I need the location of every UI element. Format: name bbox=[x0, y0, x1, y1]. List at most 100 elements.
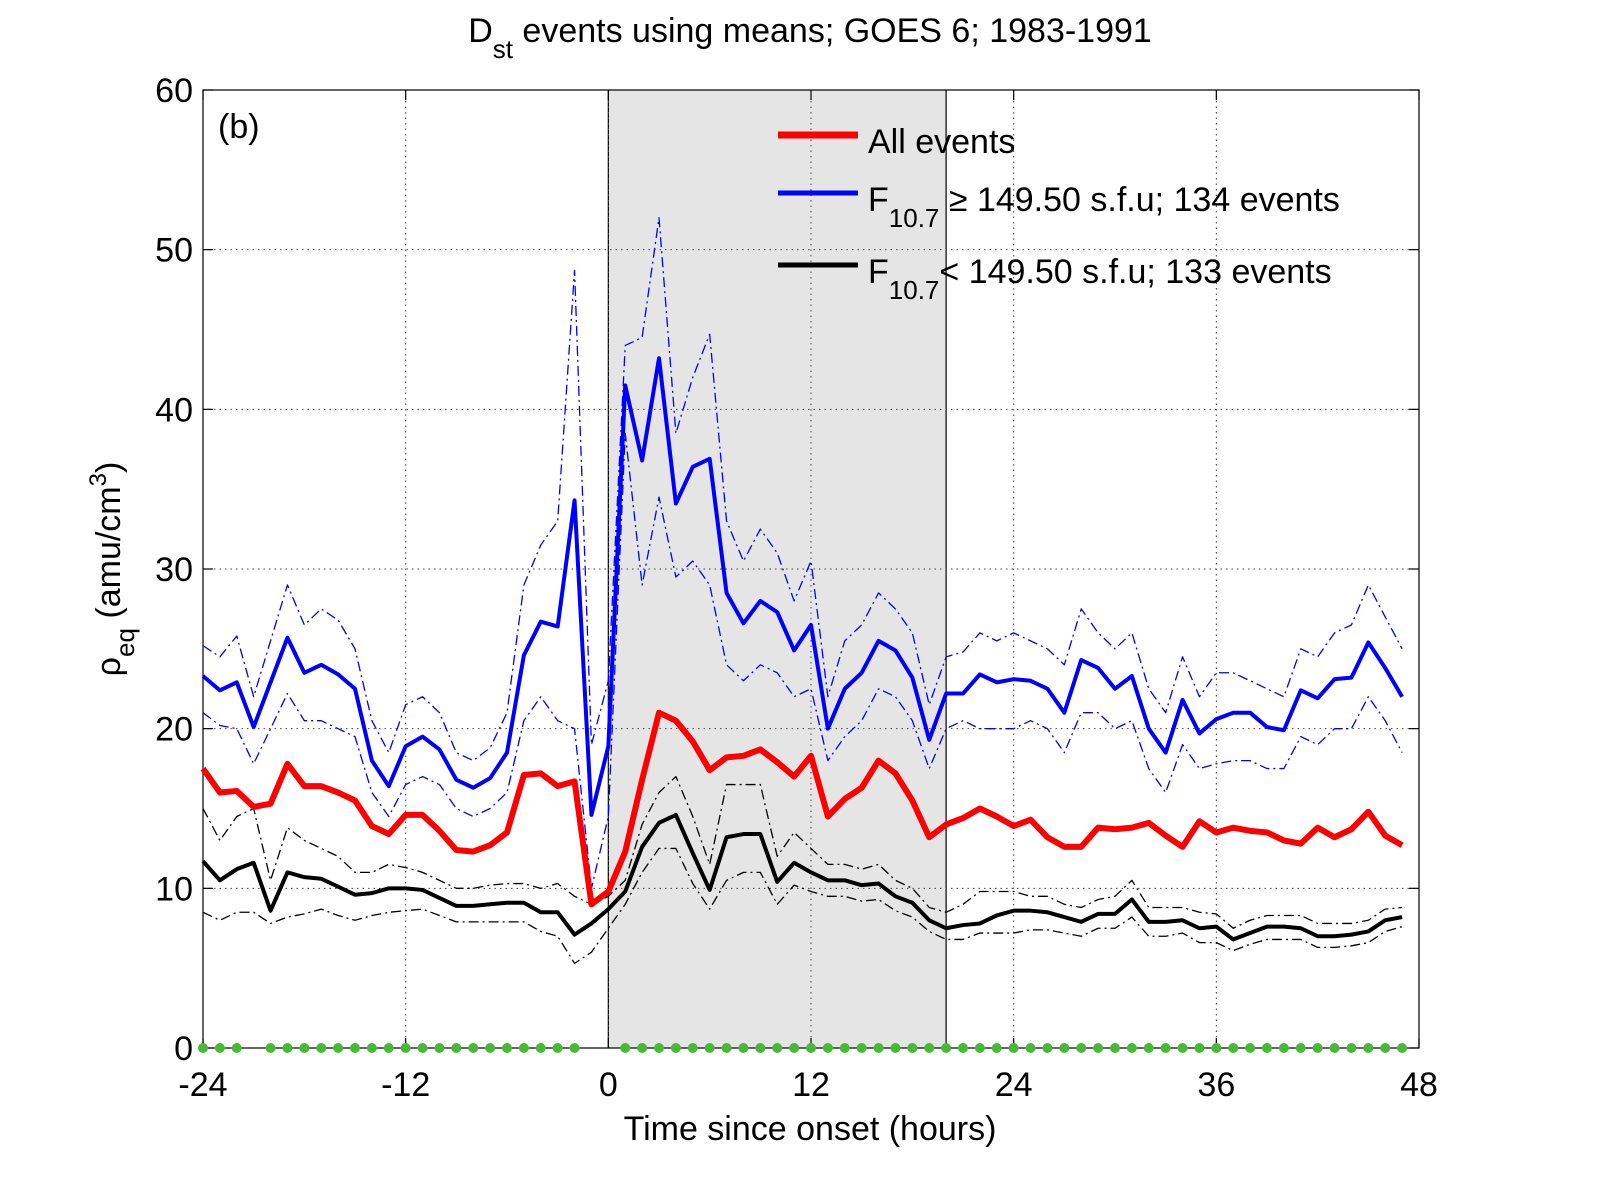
legend-name: F bbox=[868, 181, 889, 219]
marker bbox=[552, 1043, 563, 1053]
marker bbox=[687, 1043, 698, 1053]
y-tick-label: 30 bbox=[155, 551, 193, 589]
legend-name-sub: 10.7 bbox=[889, 275, 940, 305]
marker bbox=[485, 1043, 496, 1053]
legend-name: F bbox=[868, 253, 889, 291]
marker bbox=[806, 1043, 816, 1053]
series-line bbox=[201, 812, 1403, 942]
marker bbox=[299, 1043, 310, 1053]
title-rest: events using means; GOES 6; 1983-1991 bbox=[513, 12, 1152, 50]
y-label-sub: eq bbox=[110, 628, 140, 657]
marker bbox=[417, 1043, 428, 1053]
marker bbox=[1093, 1043, 1104, 1053]
x-axis-label: Time since onset (hours) bbox=[624, 1110, 997, 1148]
legend-label: All events bbox=[868, 123, 1015, 161]
marker bbox=[282, 1043, 293, 1053]
marker bbox=[1228, 1043, 1239, 1053]
marker bbox=[1346, 1043, 1357, 1053]
marker bbox=[383, 1043, 394, 1053]
marker bbox=[958, 1043, 968, 1053]
marker bbox=[569, 1043, 580, 1053]
legend-name: All events bbox=[868, 123, 1015, 161]
marker bbox=[991, 1043, 1002, 1053]
annotation: (b) bbox=[218, 108, 260, 146]
marker bbox=[1008, 1043, 1019, 1053]
legend-name-sub: 10.7 bbox=[889, 203, 940, 233]
chart-title: Dst events using means; GOES 6; 1983-199… bbox=[468, 12, 1152, 64]
marker bbox=[316, 1043, 327, 1053]
marker bbox=[974, 1043, 985, 1053]
marker bbox=[1194, 1043, 1205, 1053]
marker bbox=[231, 1043, 242, 1053]
marker bbox=[670, 1043, 681, 1053]
legend-label: F10.7 ≥ 149.50 s.f.u; 134 events bbox=[868, 181, 1340, 233]
marker bbox=[755, 1043, 766, 1053]
marker bbox=[1380, 1043, 1391, 1053]
marker bbox=[772, 1043, 783, 1053]
marker bbox=[350, 1043, 360, 1053]
marker bbox=[1278, 1043, 1289, 1053]
marker bbox=[1042, 1043, 1053, 1053]
marker bbox=[620, 1043, 631, 1053]
legend-label: F10.7< 149.50 s.f.u; 133 events bbox=[868, 253, 1332, 305]
marker bbox=[1262, 1043, 1272, 1053]
marker bbox=[198, 1043, 208, 1053]
marker bbox=[873, 1043, 884, 1053]
marker bbox=[1059, 1043, 1070, 1053]
y-label-rest: (amu/cm bbox=[90, 486, 128, 628]
x-tick-label: 0 bbox=[599, 1066, 618, 1104]
x-tick-label: 12 bbox=[792, 1066, 830, 1104]
marker bbox=[400, 1043, 411, 1053]
y-label-main: ρ bbox=[90, 657, 128, 676]
title-main: D bbox=[468, 12, 493, 50]
y-label-end: ) bbox=[90, 462, 128, 473]
upper-bound bbox=[202, 775, 1403, 929]
marker bbox=[214, 1043, 225, 1053]
marker bbox=[1397, 1043, 1408, 1053]
marker bbox=[265, 1043, 276, 1053]
lower-bound bbox=[202, 847, 1403, 965]
legend-name-rest: ≥ 149.50 s.f.u; 134 events bbox=[939, 181, 1339, 219]
marker bbox=[1363, 1043, 1374, 1053]
marker bbox=[502, 1043, 512, 1053]
x-tick-label: 48 bbox=[1400, 1066, 1438, 1104]
marker bbox=[822, 1043, 833, 1053]
marker bbox=[1143, 1043, 1154, 1053]
marker bbox=[941, 1043, 952, 1053]
marker bbox=[721, 1043, 732, 1053]
x-tick-label: 24 bbox=[995, 1066, 1033, 1104]
marker bbox=[856, 1043, 867, 1053]
marker bbox=[1211, 1043, 1222, 1053]
title-sub: st bbox=[493, 34, 514, 64]
x-tick-label: 36 bbox=[1197, 1066, 1235, 1104]
y-tick-label: 50 bbox=[155, 232, 193, 270]
marker bbox=[333, 1043, 344, 1053]
y-tick-label: 0 bbox=[174, 1030, 193, 1068]
marker bbox=[1329, 1043, 1340, 1053]
marker bbox=[366, 1043, 377, 1053]
series-line bbox=[200, 709, 1404, 908]
marker bbox=[1025, 1043, 1036, 1053]
marker bbox=[535, 1043, 546, 1053]
y-axis-label: ρeq (amu/cm3) bbox=[85, 462, 140, 677]
marker bbox=[518, 1043, 529, 1053]
y-tick-label: 10 bbox=[155, 870, 193, 908]
marker bbox=[654, 1043, 664, 1053]
marker bbox=[924, 1043, 935, 1053]
marker bbox=[468, 1043, 479, 1053]
y-tick-label: 60 bbox=[155, 72, 193, 110]
marker bbox=[789, 1043, 800, 1053]
marker bbox=[637, 1043, 648, 1053]
marker bbox=[704, 1043, 715, 1053]
marker bbox=[1110, 1043, 1120, 1053]
marker bbox=[907, 1043, 918, 1053]
marker bbox=[1076, 1043, 1087, 1053]
marker bbox=[890, 1043, 901, 1053]
marker bbox=[738, 1043, 749, 1053]
x-tick-label: -24 bbox=[178, 1066, 227, 1104]
shaded-region bbox=[608, 90, 947, 1048]
marker bbox=[451, 1043, 462, 1053]
marker bbox=[1295, 1043, 1306, 1053]
marker bbox=[1177, 1043, 1188, 1053]
